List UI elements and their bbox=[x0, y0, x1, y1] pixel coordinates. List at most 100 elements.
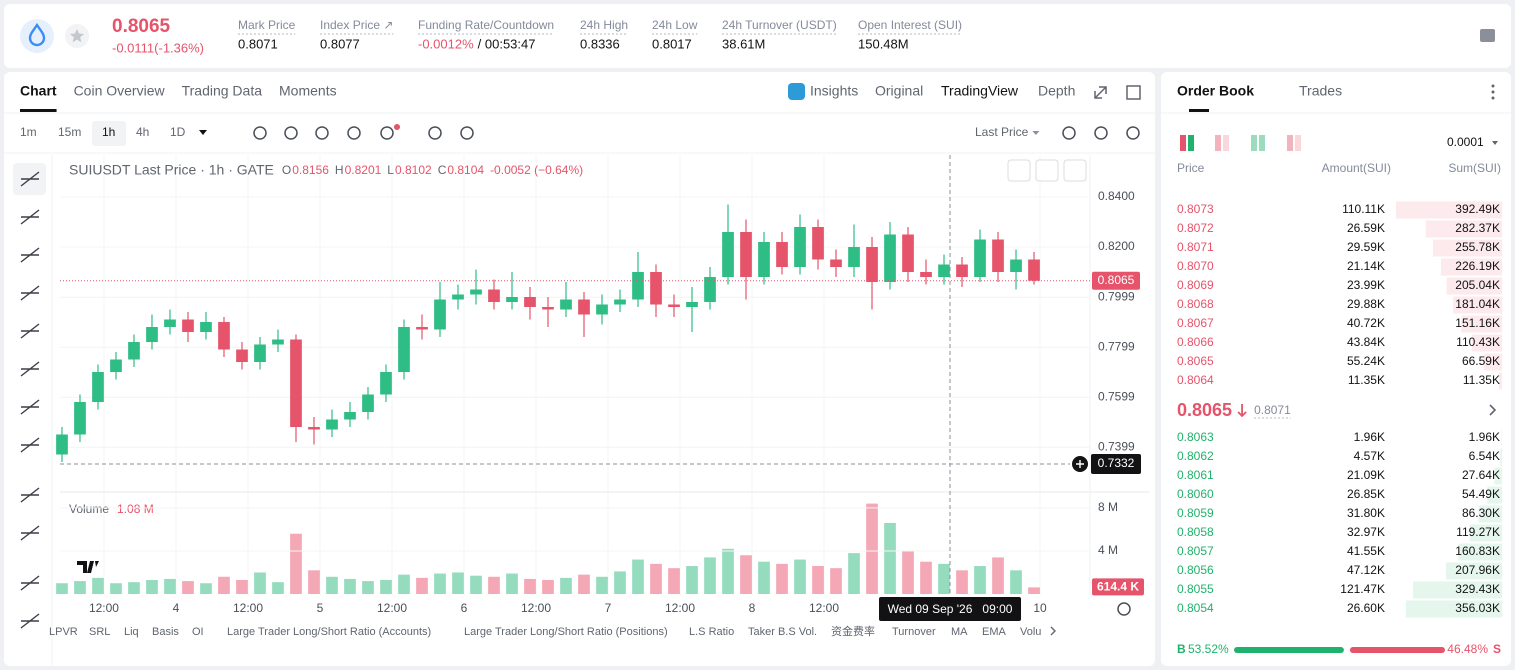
book-price[interactable]: 0.8056 bbox=[1177, 563, 1214, 577]
chart-tab[interactable]: Chart bbox=[20, 83, 57, 99]
drawing-tool[interactable] bbox=[20, 285, 40, 301]
drawing-tool[interactable] bbox=[20, 247, 40, 263]
indicator-button[interactable]: L.S Ratio bbox=[689, 626, 734, 638]
indicator-button[interactable]: MA bbox=[951, 626, 968, 638]
book-price[interactable]: 0.8068 bbox=[1177, 297, 1214, 311]
book-price[interactable]: 0.8054 bbox=[1177, 601, 1214, 615]
scroll-chevron[interactable] bbox=[1050, 626, 1056, 636]
expand-icon[interactable] bbox=[1094, 86, 1107, 99]
book-price[interactable]: 0.8073 bbox=[1177, 202, 1214, 216]
toolbar-icon[interactable] bbox=[1062, 126, 1076, 140]
interval-button[interactable]: 1m bbox=[20, 125, 37, 139]
drawing-tool[interactable] bbox=[20, 323, 40, 339]
book-price[interactable]: 0.8055 bbox=[1177, 582, 1214, 596]
column-header: Amount(SUI) bbox=[1322, 161, 1391, 175]
book-price[interactable]: 0.8069 bbox=[1177, 278, 1214, 292]
book-tab[interactable]: Order Book bbox=[1177, 83, 1254, 99]
chart-tab[interactable]: Coin Overview bbox=[74, 83, 166, 99]
book-price[interactable]: 0.8059 bbox=[1177, 506, 1214, 520]
view-tab[interactable]: Depth bbox=[1038, 83, 1075, 99]
book-price[interactable]: 0.8058 bbox=[1177, 525, 1214, 539]
book-layout-icon[interactable] bbox=[1215, 135, 1221, 151]
book-price[interactable]: 0.8061 bbox=[1177, 468, 1214, 482]
toolbar-icon[interactable] bbox=[1094, 126, 1108, 140]
last-price-box bbox=[1092, 271, 1140, 290]
indicator-button[interactable]: OI bbox=[192, 626, 204, 638]
drawing-tool[interactable] bbox=[20, 361, 40, 377]
volume-bar bbox=[668, 568, 680, 594]
drawing-tool[interactable] bbox=[20, 575, 40, 591]
indicator-button[interactable]: Volu bbox=[1020, 626, 1041, 638]
book-price[interactable]: 0.8070 bbox=[1177, 259, 1214, 273]
toolbar-icon[interactable] bbox=[1126, 126, 1140, 140]
indicator-button[interactable]: SRL bbox=[89, 626, 110, 638]
price-change: -0.0111(-1.36%) bbox=[112, 40, 204, 55]
stat-label: Index Price ↗ bbox=[320, 18, 393, 32]
candle-body bbox=[380, 372, 392, 395]
indicator-button[interactable]: Large Trader Long/Short Ratio (Positions… bbox=[464, 626, 668, 638]
indicator-button[interactable]: Turnover bbox=[892, 626, 936, 638]
book-price[interactable]: 0.8057 bbox=[1177, 544, 1214, 558]
toolbar-icon[interactable] bbox=[460, 126, 474, 140]
dropdown-caret bbox=[1492, 141, 1498, 145]
toolbar-icon[interactable] bbox=[428, 126, 442, 140]
plus-icon bbox=[1076, 460, 1084, 468]
book-sum: 160.83K bbox=[1455, 544, 1500, 558]
drawing-tool[interactable] bbox=[20, 399, 40, 415]
chart-tab[interactable]: Trading Data bbox=[182, 83, 263, 99]
toolbar-icon[interactable] bbox=[284, 126, 298, 140]
book-price[interactable]: 0.8067 bbox=[1177, 316, 1214, 330]
layout-icon[interactable] bbox=[1126, 85, 1141, 100]
toolbar-icon[interactable] bbox=[315, 126, 329, 140]
book-tab[interactable]: Trades bbox=[1299, 83, 1342, 99]
drawing-tool[interactable] bbox=[20, 487, 40, 503]
drawing-tool[interactable] bbox=[20, 525, 40, 541]
book-sum: 356.03K bbox=[1455, 601, 1500, 615]
indicator-button[interactable]: Basis bbox=[152, 626, 179, 638]
book-layout-icon[interactable] bbox=[1180, 135, 1186, 151]
pane-button[interactable] bbox=[1063, 159, 1087, 182]
indicator-button[interactable]: LPVR bbox=[49, 626, 78, 638]
view-tab[interactable]: TradingView bbox=[941, 83, 1019, 99]
view-tab[interactable]: Original bbox=[875, 83, 923, 99]
candle-body bbox=[524, 297, 536, 307]
book-price[interactable]: 0.8063 bbox=[1177, 430, 1214, 444]
precision-select[interactable]: 0.0001 bbox=[1447, 135, 1484, 149]
book-price[interactable]: 0.8066 bbox=[1177, 335, 1214, 349]
interval-button[interactable]: 1h bbox=[102, 125, 115, 139]
depth-bar bbox=[1478, 505, 1502, 523]
drawing-tool[interactable] bbox=[20, 437, 40, 453]
book-price[interactable]: 0.8065 bbox=[1177, 354, 1214, 368]
drawing-tool[interactable] bbox=[20, 171, 40, 187]
toolbar-icon[interactable] bbox=[347, 126, 361, 140]
book-price[interactable]: 0.8060 bbox=[1177, 487, 1214, 501]
indicator-button[interactable]: EMA bbox=[982, 626, 1007, 638]
interval-button[interactable]: 15m bbox=[58, 125, 81, 139]
drawing-tool[interactable] bbox=[20, 613, 40, 629]
drawing-tool[interactable] bbox=[20, 209, 40, 225]
chevron[interactable] bbox=[1489, 404, 1497, 416]
book-price[interactable]: 0.8071 bbox=[1177, 240, 1214, 254]
indicator-button[interactable]: Liq bbox=[124, 626, 139, 638]
x-tick-label: 12:00 bbox=[89, 601, 119, 615]
panel-toggle[interactable] bbox=[1480, 29, 1495, 42]
book-price[interactable]: 0.8064 bbox=[1177, 373, 1214, 387]
book-layout-icon[interactable] bbox=[1287, 135, 1293, 151]
toolbar-icon[interactable] bbox=[380, 126, 394, 140]
indicator-button[interactable]: 资金费率 bbox=[831, 624, 875, 638]
indicator-button[interactable]: Large Trader Long/Short Ratio (Accounts) bbox=[227, 626, 431, 638]
book-price[interactable]: 0.8072 bbox=[1177, 221, 1214, 235]
depth-bar bbox=[1396, 201, 1502, 219]
book-price[interactable]: 0.8062 bbox=[1177, 449, 1214, 463]
pane-button[interactable] bbox=[1007, 159, 1031, 182]
view-tab[interactable]: Insights bbox=[810, 83, 858, 99]
interval-button[interactable]: 4h bbox=[136, 125, 149, 139]
toolbar-icon[interactable] bbox=[253, 126, 267, 140]
chart-tab[interactable]: Moments bbox=[279, 83, 337, 99]
pane-button[interactable] bbox=[1035, 159, 1059, 182]
price-source[interactable]: Last Price bbox=[975, 125, 1029, 139]
book-layout-icon[interactable] bbox=[1251, 135, 1257, 151]
indicator-button[interactable]: Taker B.S Vol. bbox=[748, 626, 817, 638]
settings-button[interactable] bbox=[1117, 602, 1131, 616]
interval-button[interactable]: 1D bbox=[170, 125, 186, 139]
